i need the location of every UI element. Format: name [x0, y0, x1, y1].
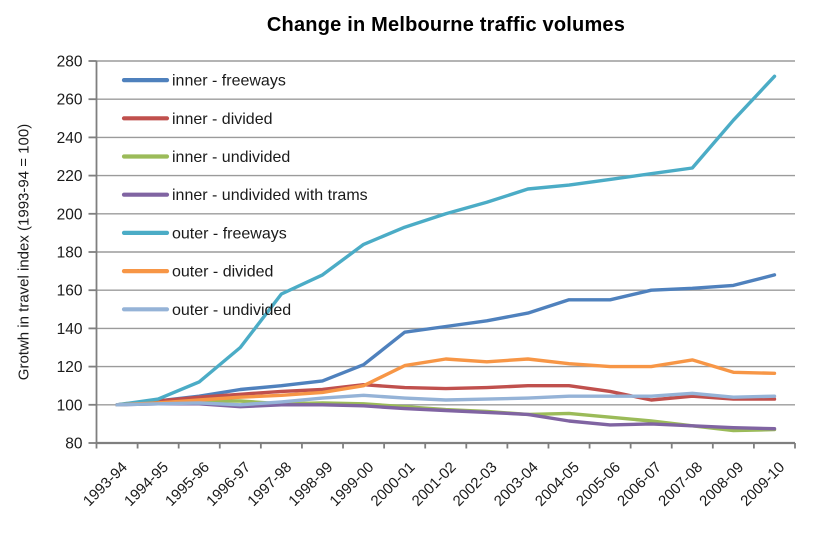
- y-tick-label: 160: [57, 283, 83, 300]
- x-tick-label: 2007-08: [655, 459, 706, 510]
- y-tick-label: 180: [57, 245, 83, 262]
- series-line-inner-undivided-with-trams: [115, 402, 777, 431]
- y-tick-label: 220: [57, 168, 83, 185]
- x-tick-label: 1997-98: [244, 459, 295, 510]
- x-tick-label: 2003-04: [491, 459, 542, 510]
- x-tick-label: 1999-00: [326, 459, 377, 510]
- y-tick-label: 280: [57, 54, 83, 71]
- legend-item-outer-divided: outer - divided: [121, 264, 273, 281]
- x-tick-label: 2008-09: [696, 459, 747, 510]
- y-tick-label: 80: [65, 436, 83, 453]
- legend-item-inner-undivided: inner - undivided: [121, 149, 290, 166]
- x-tick-label: 1998-99: [285, 459, 336, 510]
- legend-label: inner - divided: [172, 111, 273, 128]
- legend-item-inner-divided: inner - divided: [121, 111, 273, 128]
- x-tick-label: 2006-07: [614, 459, 665, 510]
- x-tick-label: 2002-03: [450, 459, 501, 510]
- y-tick-label: 260: [57, 92, 83, 109]
- legend-item-inner-freeways: inner - freeways: [121, 73, 286, 90]
- series-line-outer-divided: [115, 357, 777, 407]
- y-tick-label: 120: [57, 359, 83, 376]
- x-tick-label: 2005-06: [573, 459, 624, 510]
- x-tick-label: 1996-97: [203, 459, 254, 510]
- series-line-outer-undivided: [115, 391, 777, 407]
- y-tick-label: 200: [57, 206, 83, 223]
- y-tick-label: 100: [57, 397, 83, 414]
- series-line-outer-freeways: [115, 74, 777, 407]
- legend-label: inner - freeways: [172, 73, 286, 90]
- x-tick-label: 1993-94: [80, 459, 131, 510]
- legend-label: outer - divided: [172, 264, 273, 281]
- x-tick-label: 1994-95: [121, 459, 172, 510]
- chart-title: Change in Melbourne traffic volumes: [266, 14, 626, 36]
- x-tick-label: 2000-01: [368, 459, 419, 510]
- x-tick-label: 1995-96: [162, 459, 213, 510]
- legend-label: outer - freeways: [172, 225, 287, 242]
- series-line-inner-freeways: [115, 273, 777, 407]
- legend-item-inner-undivided-with-trams: inner - undivided with trams: [121, 187, 368, 204]
- x-tick-label: 2001-02: [409, 459, 460, 510]
- series-line-inner-divided: [115, 383, 777, 407]
- legend-label: inner - undivided: [172, 149, 290, 166]
- legend-item-outer-undivided: outer - undivided: [121, 302, 291, 319]
- legend-label: outer - undivided: [172, 302, 291, 319]
- y-tick-label: 140: [57, 321, 83, 338]
- x-tick-label: 2004-05: [532, 459, 583, 510]
- x-tick-label: 2009-10: [737, 459, 788, 510]
- y-tick-label: 240: [57, 130, 83, 147]
- legend-label: inner - undivided with trams: [172, 187, 368, 204]
- legend-item-outer-freeways: outer - freeways: [121, 225, 287, 242]
